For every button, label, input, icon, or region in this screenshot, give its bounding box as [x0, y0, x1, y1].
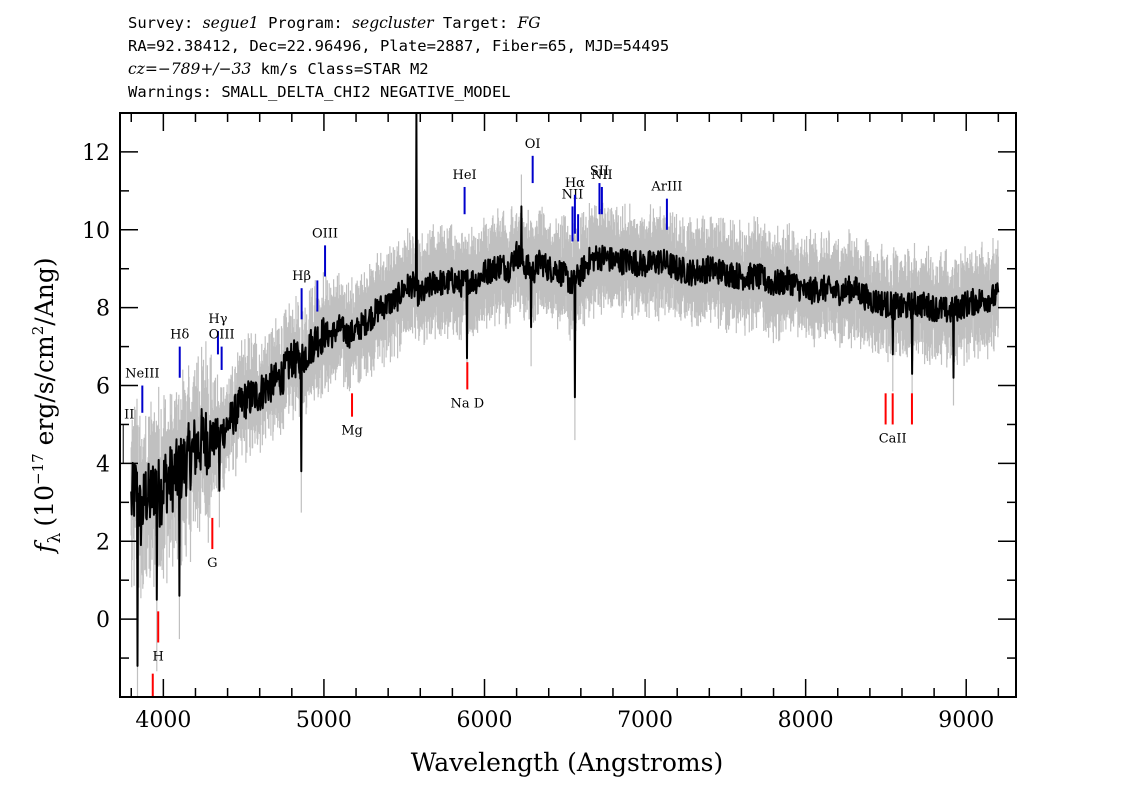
axis-ticks: 4000 5000 6000 7000 8000 9000 0 2 4 6 8 10 12: [82, 112, 1016, 733]
x-axis-title: Wavelength (Angstroms): [411, 748, 723, 777]
header-line-survey: Survey: segue1 Program: segcluster Targe…: [128, 12, 669, 35]
y-axis-title-sub: λ: [45, 532, 65, 543]
x-tick-label: 5000: [296, 708, 352, 733]
emission-line-label-13: NII: [591, 168, 613, 183]
emission-line-label-8: OI: [525, 137, 541, 152]
y-axis-title-exp2: 2: [29, 326, 47, 336]
edge-line-label: II: [124, 407, 134, 422]
y-axis-title: fλ (10−17 erg/s/cm2/Ang): [29, 257, 65, 554]
y-tick-label: 2: [96, 530, 110, 555]
y-tick-label: 4: [96, 452, 110, 477]
y-axis-title-post: /Ang): [30, 257, 59, 325]
emission-line-label-10: Hα: [565, 176, 585, 191]
y-tick-label: 8: [96, 297, 110, 322]
emission-line-label-7: HeI: [453, 168, 477, 183]
plot-frame: [119, 112, 1017, 698]
x-tick-label: 9000: [938, 708, 994, 733]
survey-value: segue1: [202, 14, 259, 32]
target-label: Target:: [442, 14, 509, 32]
x-tick-label: 6000: [457, 708, 513, 733]
target-value: FG: [517, 14, 541, 32]
x-tick-label: 7000: [617, 708, 673, 733]
absorption-line-label-0: H: [153, 649, 164, 664]
emission-line-label-6: OIII: [312, 226, 338, 241]
program-value: segcluster: [352, 14, 434, 32]
y-axis-title-pre: (10: [30, 485, 59, 527]
line-markers: NeIIIHδHγOIIIHβOIIIHeIOINIIHαSIINIIArIII…: [122, 137, 913, 697]
emission-line-label-9: NII: [562, 187, 584, 202]
emission-line-label-1: Hδ: [170, 328, 189, 343]
y-axis-title-exp: −17: [29, 453, 47, 485]
emission-line-label-12: SII: [590, 164, 609, 179]
emission-line-label-2: Hγ: [208, 312, 227, 327]
absorption-line-label-3: Mg: [341, 424, 363, 439]
header-line-coordinates: RA=92.38412, Dec=22.96496, Plate=2887, F…: [128, 37, 670, 55]
flux-series: [130, 112, 1000, 667]
survey-label: Survey:: [128, 14, 194, 32]
flux-line: [130, 112, 1000, 667]
absorption-line-label-2: G: [207, 556, 217, 571]
y-axis-title-mid: erg/s/cm: [30, 335, 59, 453]
program-label: Program:: [268, 14, 343, 32]
emission-line-label-3: OIII: [209, 328, 235, 343]
emission-line-label-4: Hβ: [292, 269, 311, 284]
x-tick-label: 4000: [135, 708, 191, 733]
header-line-redshift: cz=−789+/−33 km/s Class=STAR M2: [128, 58, 669, 81]
y-tick-label: 10: [82, 219, 110, 244]
y-tick-label: 12: [82, 141, 110, 166]
y-tick-label: 6: [96, 375, 110, 400]
class-value: km/s Class=STAR M2: [251, 60, 429, 78]
emission-line-label-0: NeIII: [125, 367, 159, 382]
header-line-warnings: Warnings: SMALL_DELTA_CHI2 NEGATIVE_MODE…: [128, 83, 511, 101]
redshift-value: cz=−789+/−33: [128, 60, 252, 78]
absorption-line-label-4: Na D: [450, 396, 484, 411]
spectrum-header: Survey: segue1 Program: segcluster Targe…: [128, 12, 669, 104]
emission-line-label-14: ArIII: [650, 180, 682, 195]
y-axis-title-f: f: [30, 540, 59, 555]
y-tick-label: 0: [96, 608, 110, 633]
absorption-line-label-6: CaII: [879, 431, 907, 446]
x-tick-label: 8000: [778, 708, 834, 733]
